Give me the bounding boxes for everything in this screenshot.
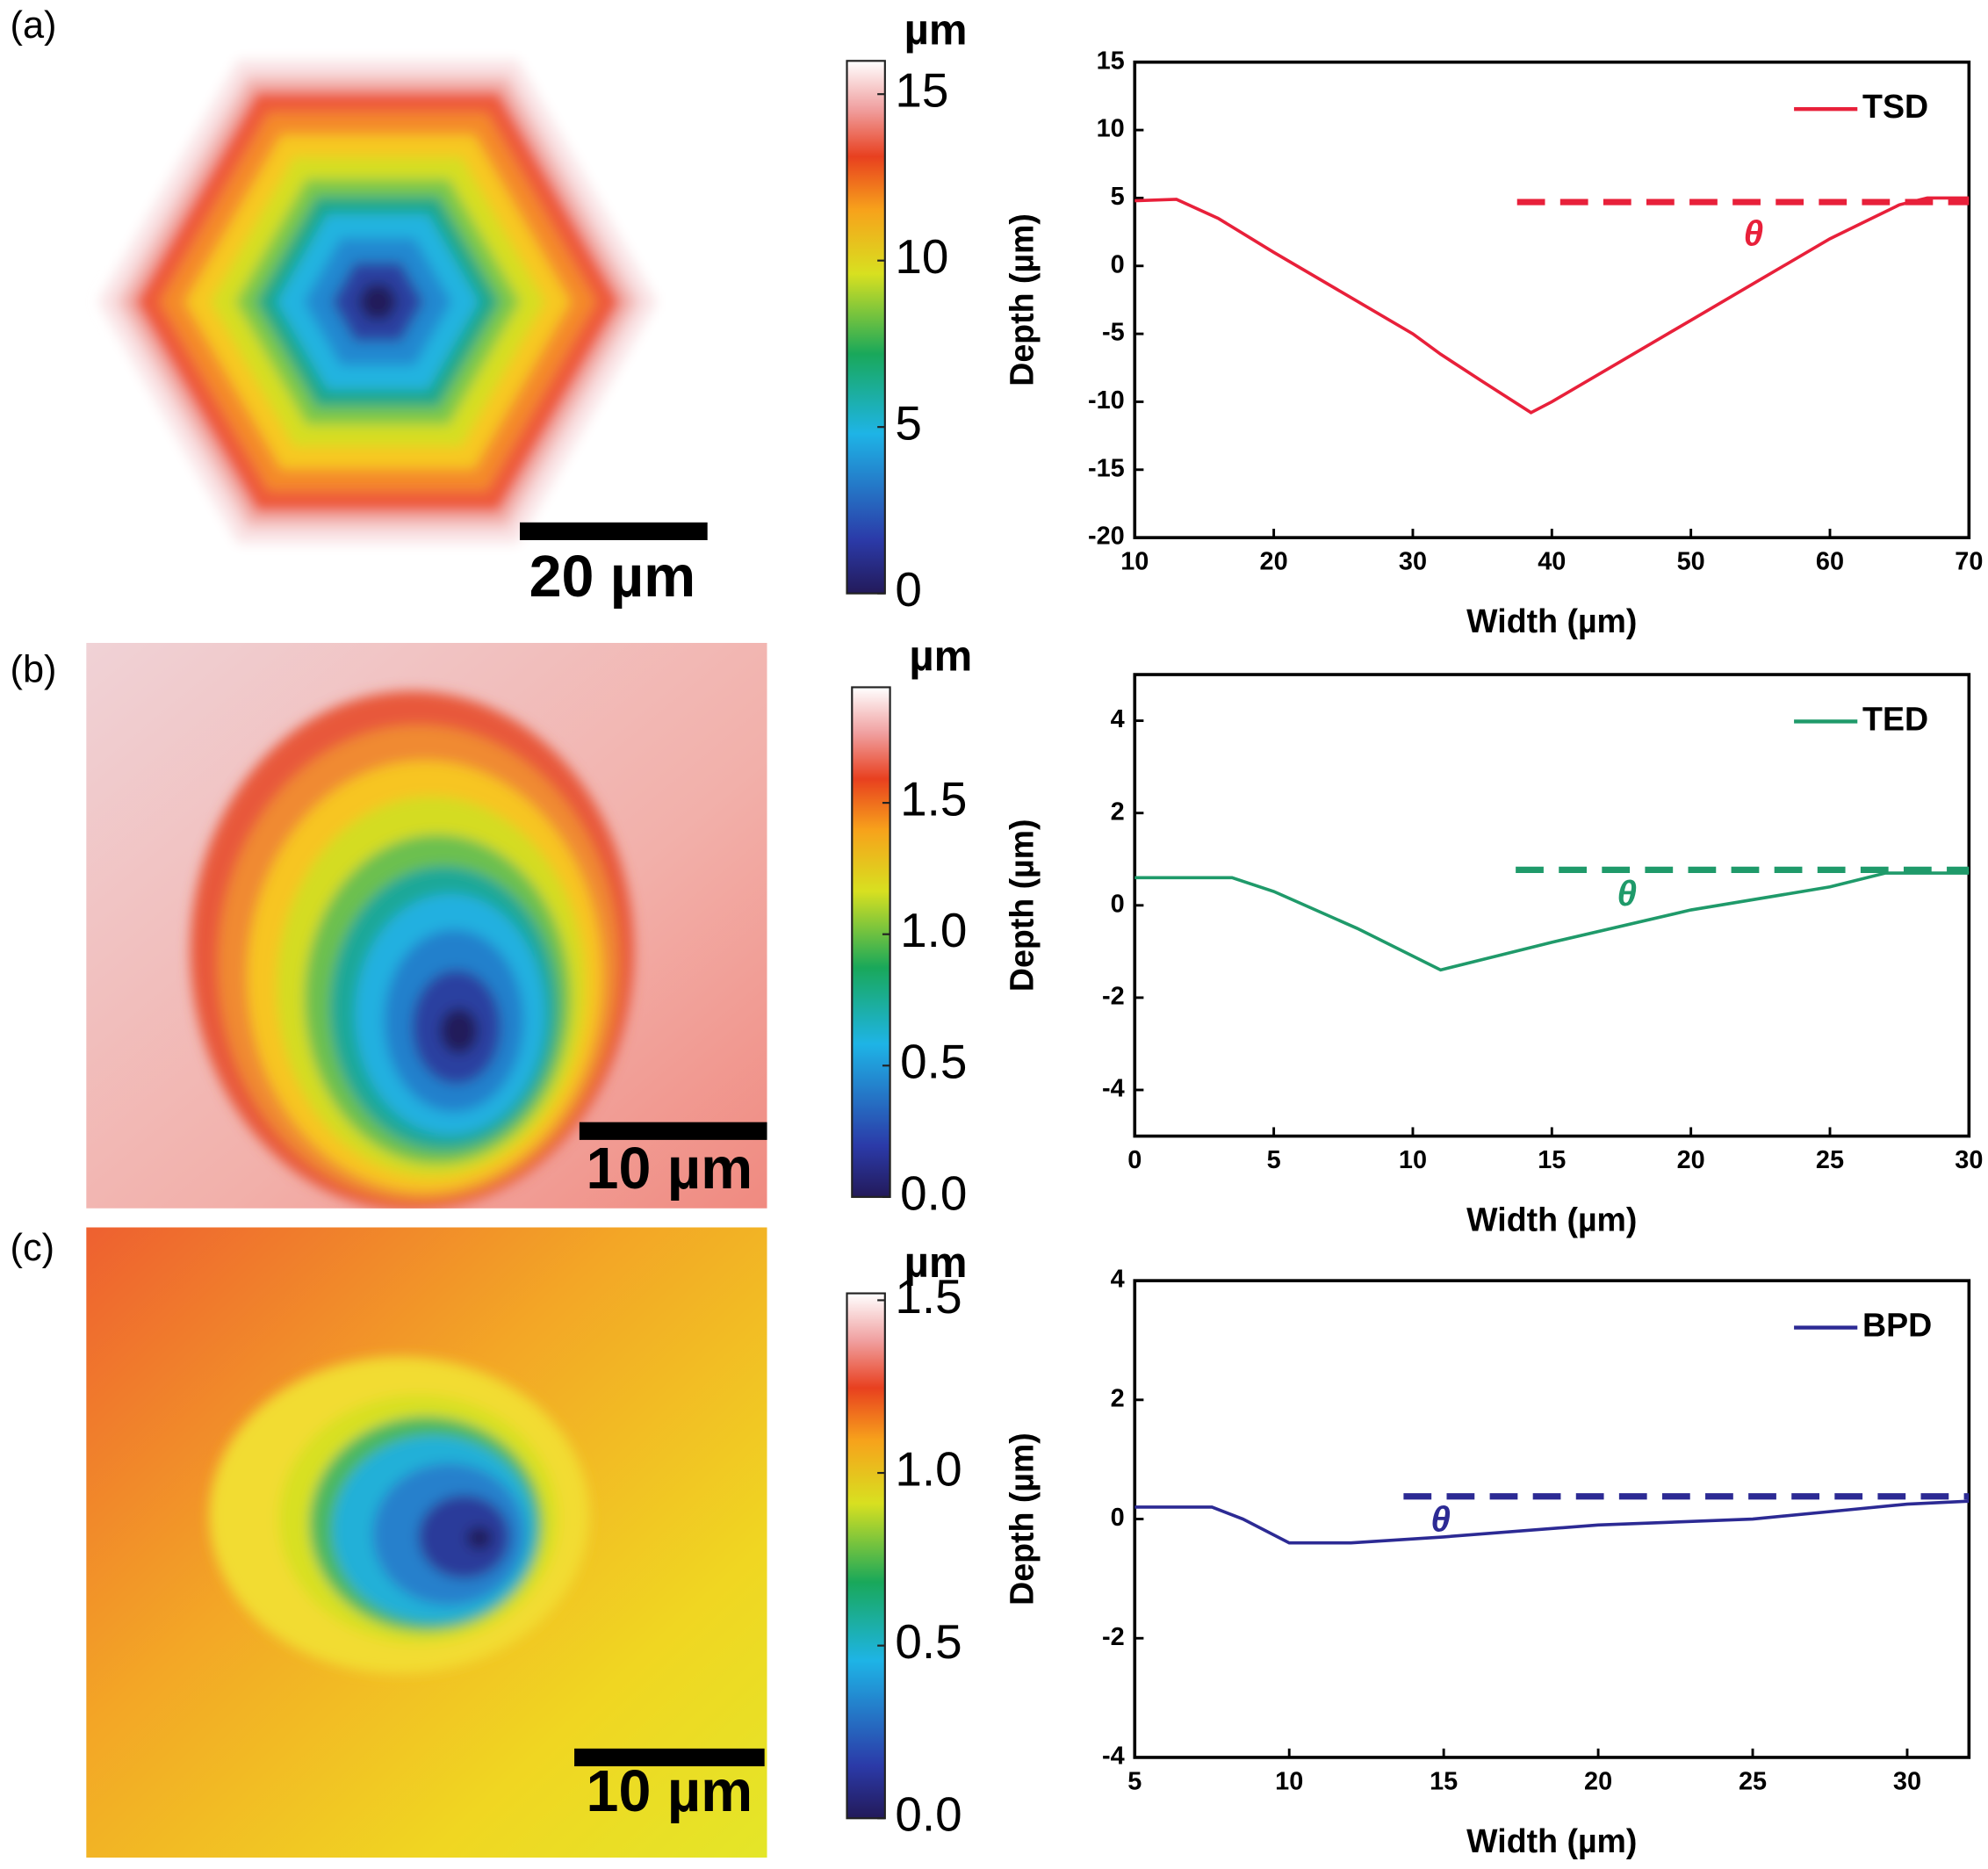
- x-tick-label: 20: [1260, 548, 1288, 576]
- y-tick-label: -2: [1102, 983, 1125, 1011]
- x-tick-label: 60: [1816, 548, 1844, 576]
- contour: [440, 1007, 479, 1054]
- plot-frame: [1133, 1279, 1971, 1759]
- y-tick-label: 4: [1111, 1266, 1125, 1294]
- colorbar-title: µm: [904, 7, 968, 54]
- colorbar-tick-label: 15: [895, 63, 948, 118]
- plot-frame: [1133, 60, 1971, 539]
- x-tick-label: 30: [1955, 1146, 1983, 1174]
- colorbar-tick-label: 0: [895, 562, 922, 617]
- x-tick-label: 25: [1739, 1767, 1767, 1795]
- scale-bar: [579, 1122, 767, 1140]
- x-tick-label: 30: [1893, 1767, 1921, 1795]
- scale-bar-label: 10 µm: [587, 1759, 753, 1824]
- colorbar-title: µm: [909, 633, 972, 681]
- y-tick-label: 5: [1111, 183, 1125, 211]
- map-contours: [190, 690, 634, 1209]
- scale-bar-label: 20 µm: [529, 545, 696, 610]
- y-axis-title: Depth (µm): [1004, 213, 1041, 386]
- colorbar-title: µm: [904, 1239, 968, 1287]
- x-tick-label: 20: [1584, 1767, 1612, 1795]
- y-tick-label: -20: [1088, 523, 1125, 551]
- y-tick-label: -15: [1088, 454, 1125, 482]
- x-tick-label: 15: [1430, 1767, 1458, 1795]
- x-tick-label: 25: [1816, 1146, 1844, 1174]
- data-line: [1134, 196, 1970, 415]
- panel-label: (c): [11, 1227, 55, 1269]
- annotation: θ: [1744, 213, 1764, 253]
- colorbar-tick-label: 0.0: [895, 1787, 962, 1842]
- colorbar-tick-label: 1.0: [895, 1442, 962, 1497]
- panel-label: (b): [11, 649, 57, 691]
- y-tick-label: -5: [1102, 319, 1125, 347]
- annotation: θ: [1617, 873, 1638, 913]
- x-tick-label: 10: [1275, 1767, 1303, 1795]
- y-axis-title: Depth (µm): [1004, 1432, 1041, 1606]
- x-tick-label: 10: [1399, 1146, 1427, 1174]
- y-tick-label: 2: [1111, 1384, 1125, 1412]
- data-line: [1134, 871, 1970, 972]
- y-tick-label: -4: [1102, 1743, 1125, 1771]
- y-tick-label: 4: [1111, 705, 1125, 733]
- x-tick-label: 20: [1677, 1146, 1705, 1174]
- panel-label: (a): [11, 4, 57, 47]
- y-axis-title: Depth (µm): [1004, 819, 1041, 992]
- y-tick-label: 0: [1111, 250, 1125, 278]
- x-tick-label: 50: [1677, 548, 1705, 576]
- scale-bar-label: 10 µm: [587, 1137, 753, 1202]
- height-map: [86, 642, 767, 1209]
- x-tick-label: 40: [1538, 548, 1566, 576]
- y-tick-label: 0: [1111, 1504, 1125, 1532]
- colorbar-tick-label: 1.5: [895, 1269, 962, 1324]
- y-tick-label: 0: [1111, 890, 1125, 918]
- x-tick-label: 30: [1399, 548, 1427, 576]
- annotation: θ: [1430, 1499, 1451, 1540]
- colorbar: [846, 1292, 886, 1820]
- height-map: [98, 56, 659, 596]
- scale-bar: [574, 1748, 765, 1767]
- y-tick-label: 10: [1097, 115, 1125, 143]
- contour: [357, 284, 399, 320]
- y-tick-label: -2: [1102, 1623, 1125, 1651]
- colorbar-tick-label: 0.0: [900, 1165, 967, 1220]
- data-line: [1134, 1499, 1970, 1545]
- x-axis-title: Width (µm): [1466, 1822, 1637, 1859]
- legend-label: TED: [1862, 700, 1928, 737]
- plot-frame: [1133, 673, 1971, 1138]
- x-tick-label: 70: [1955, 548, 1983, 576]
- colorbar-tick-label: 0.5: [895, 1614, 962, 1669]
- colorbar-tick-label: 5: [895, 396, 922, 451]
- scale-bar: [519, 522, 708, 541]
- colorbar-tick-label: 0.5: [900, 1035, 967, 1089]
- y-tick-label: -4: [1102, 1075, 1125, 1103]
- contour: [466, 1526, 493, 1550]
- colorbar-tick-label: 1.0: [900, 903, 967, 957]
- colorbar: [846, 60, 886, 595]
- legend-label: BPD: [1862, 1306, 1932, 1343]
- x-tick-label: 15: [1538, 1146, 1566, 1174]
- contour: [418, 1495, 510, 1579]
- x-tick-label: 10: [1120, 548, 1149, 576]
- y-tick-label: 2: [1111, 797, 1125, 826]
- x-tick-label: 0: [1127, 1146, 1142, 1174]
- x-tick-label: 5: [1267, 1146, 1281, 1174]
- colorbar-tick-label: 1.5: [900, 772, 967, 826]
- x-axis-title: Width (µm): [1466, 603, 1637, 639]
- y-tick-label: 15: [1097, 47, 1125, 75]
- x-axis-title: Width (µm): [1466, 1202, 1637, 1238]
- legend-label: TSD: [1862, 88, 1928, 125]
- colorbar-tick-label: 10: [895, 229, 948, 284]
- x-tick-label: 5: [1127, 1767, 1142, 1795]
- map-contours: [209, 1356, 590, 1674]
- y-tick-label: -10: [1088, 386, 1125, 415]
- colorbar: [851, 686, 891, 1198]
